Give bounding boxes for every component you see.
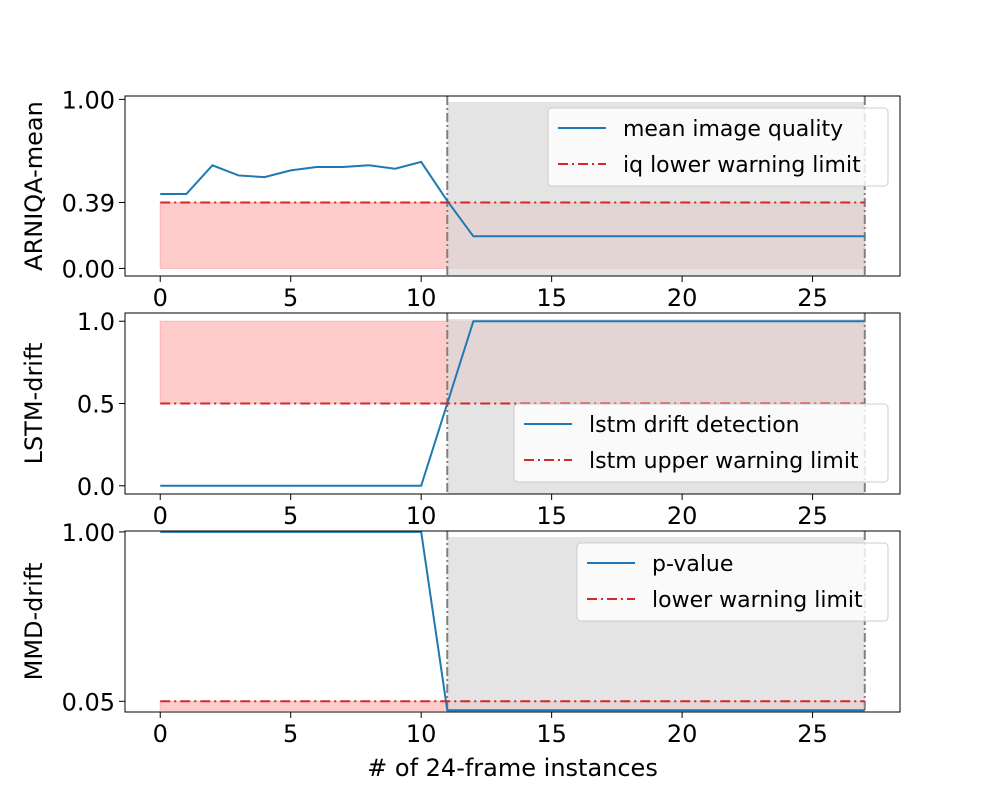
x-tick-label: 20	[667, 502, 698, 530]
x-tick-label: 25	[797, 284, 828, 312]
legend-entry-label: mean image quality	[623, 117, 843, 142]
y-tick-label: 1.00	[62, 519, 115, 547]
series-line	[160, 160, 865, 238]
y-axis-label: LSTM-drift	[20, 343, 48, 465]
series-line	[160, 531, 865, 712]
x-tick-label: 0	[153, 720, 168, 748]
y-tick-label: 1.00	[62, 86, 115, 114]
x-axis-label: # of 24-frame instances	[367, 754, 658, 782]
legend-entry-label: p-value	[652, 552, 733, 577]
y-axis-label: MMD-drift	[20, 563, 48, 681]
axes-frame	[124, 530, 901, 713]
x-tick-label: 5	[283, 720, 298, 748]
x-tick-label: 15	[536, 720, 567, 748]
x-tick-label: 15	[536, 284, 567, 312]
legend-box	[576, 542, 889, 622]
axes-frame	[124, 95, 901, 277]
legend-box	[513, 403, 889, 483]
legend-entry-label: lower warning limit	[652, 588, 863, 613]
x-tick-label: 10	[406, 502, 437, 530]
x-tick-label: 5	[283, 502, 298, 530]
x-tick-label: 15	[536, 502, 567, 530]
series-line	[160, 320, 865, 487]
x-tick-label: 5	[283, 284, 298, 312]
panel-3: 0 5 10 15 20 25 0.05 1.00 MMD-drift p-value lower …	[20, 519, 901, 748]
legend-entry-label: iq lower warning limit	[623, 153, 861, 178]
y-tick-label: 0.00	[62, 255, 115, 283]
legend-entry-label: lstm drift detection	[589, 413, 800, 438]
x-tick-label: 0	[153, 284, 168, 312]
y-tick-label: 0.5	[77, 391, 115, 419]
legend: mean image quality iq lower warning limit	[547, 107, 889, 187]
panel-2: 0 5 10 15 20 25 0.0 0.5 1.0 LSTM-drift lstm drift …	[20, 308, 901, 530]
y-tick-label: 0.05	[62, 688, 115, 716]
legend-box	[547, 107, 889, 187]
x-tick-label: 10	[406, 720, 437, 748]
legend-entry-label: lstm upper warning limit	[589, 449, 859, 474]
y-tick-label: 0.39	[62, 189, 115, 217]
x-tick-label: 25	[797, 720, 828, 748]
legend: lstm drift detection lstm upper warning l…	[513, 403, 889, 483]
legend: p-value lower warning limit	[576, 542, 889, 622]
y-axis-label: ARNIQA-mean	[20, 101, 48, 271]
y-tick-label: 1.0	[77, 308, 115, 336]
x-tick-label: 25	[797, 502, 828, 530]
panel-1: 0 5 10 15 20 25 0.00 0.39 1.00 ARNIQA-mean mean im…	[20, 86, 901, 312]
x-tick-label: 0	[153, 502, 168, 530]
x-tick-label: 10	[406, 284, 437, 312]
x-tick-label: 20	[667, 284, 698, 312]
y-tick-label: 0.0	[77, 473, 115, 501]
x-tick-label: 20	[667, 720, 698, 748]
